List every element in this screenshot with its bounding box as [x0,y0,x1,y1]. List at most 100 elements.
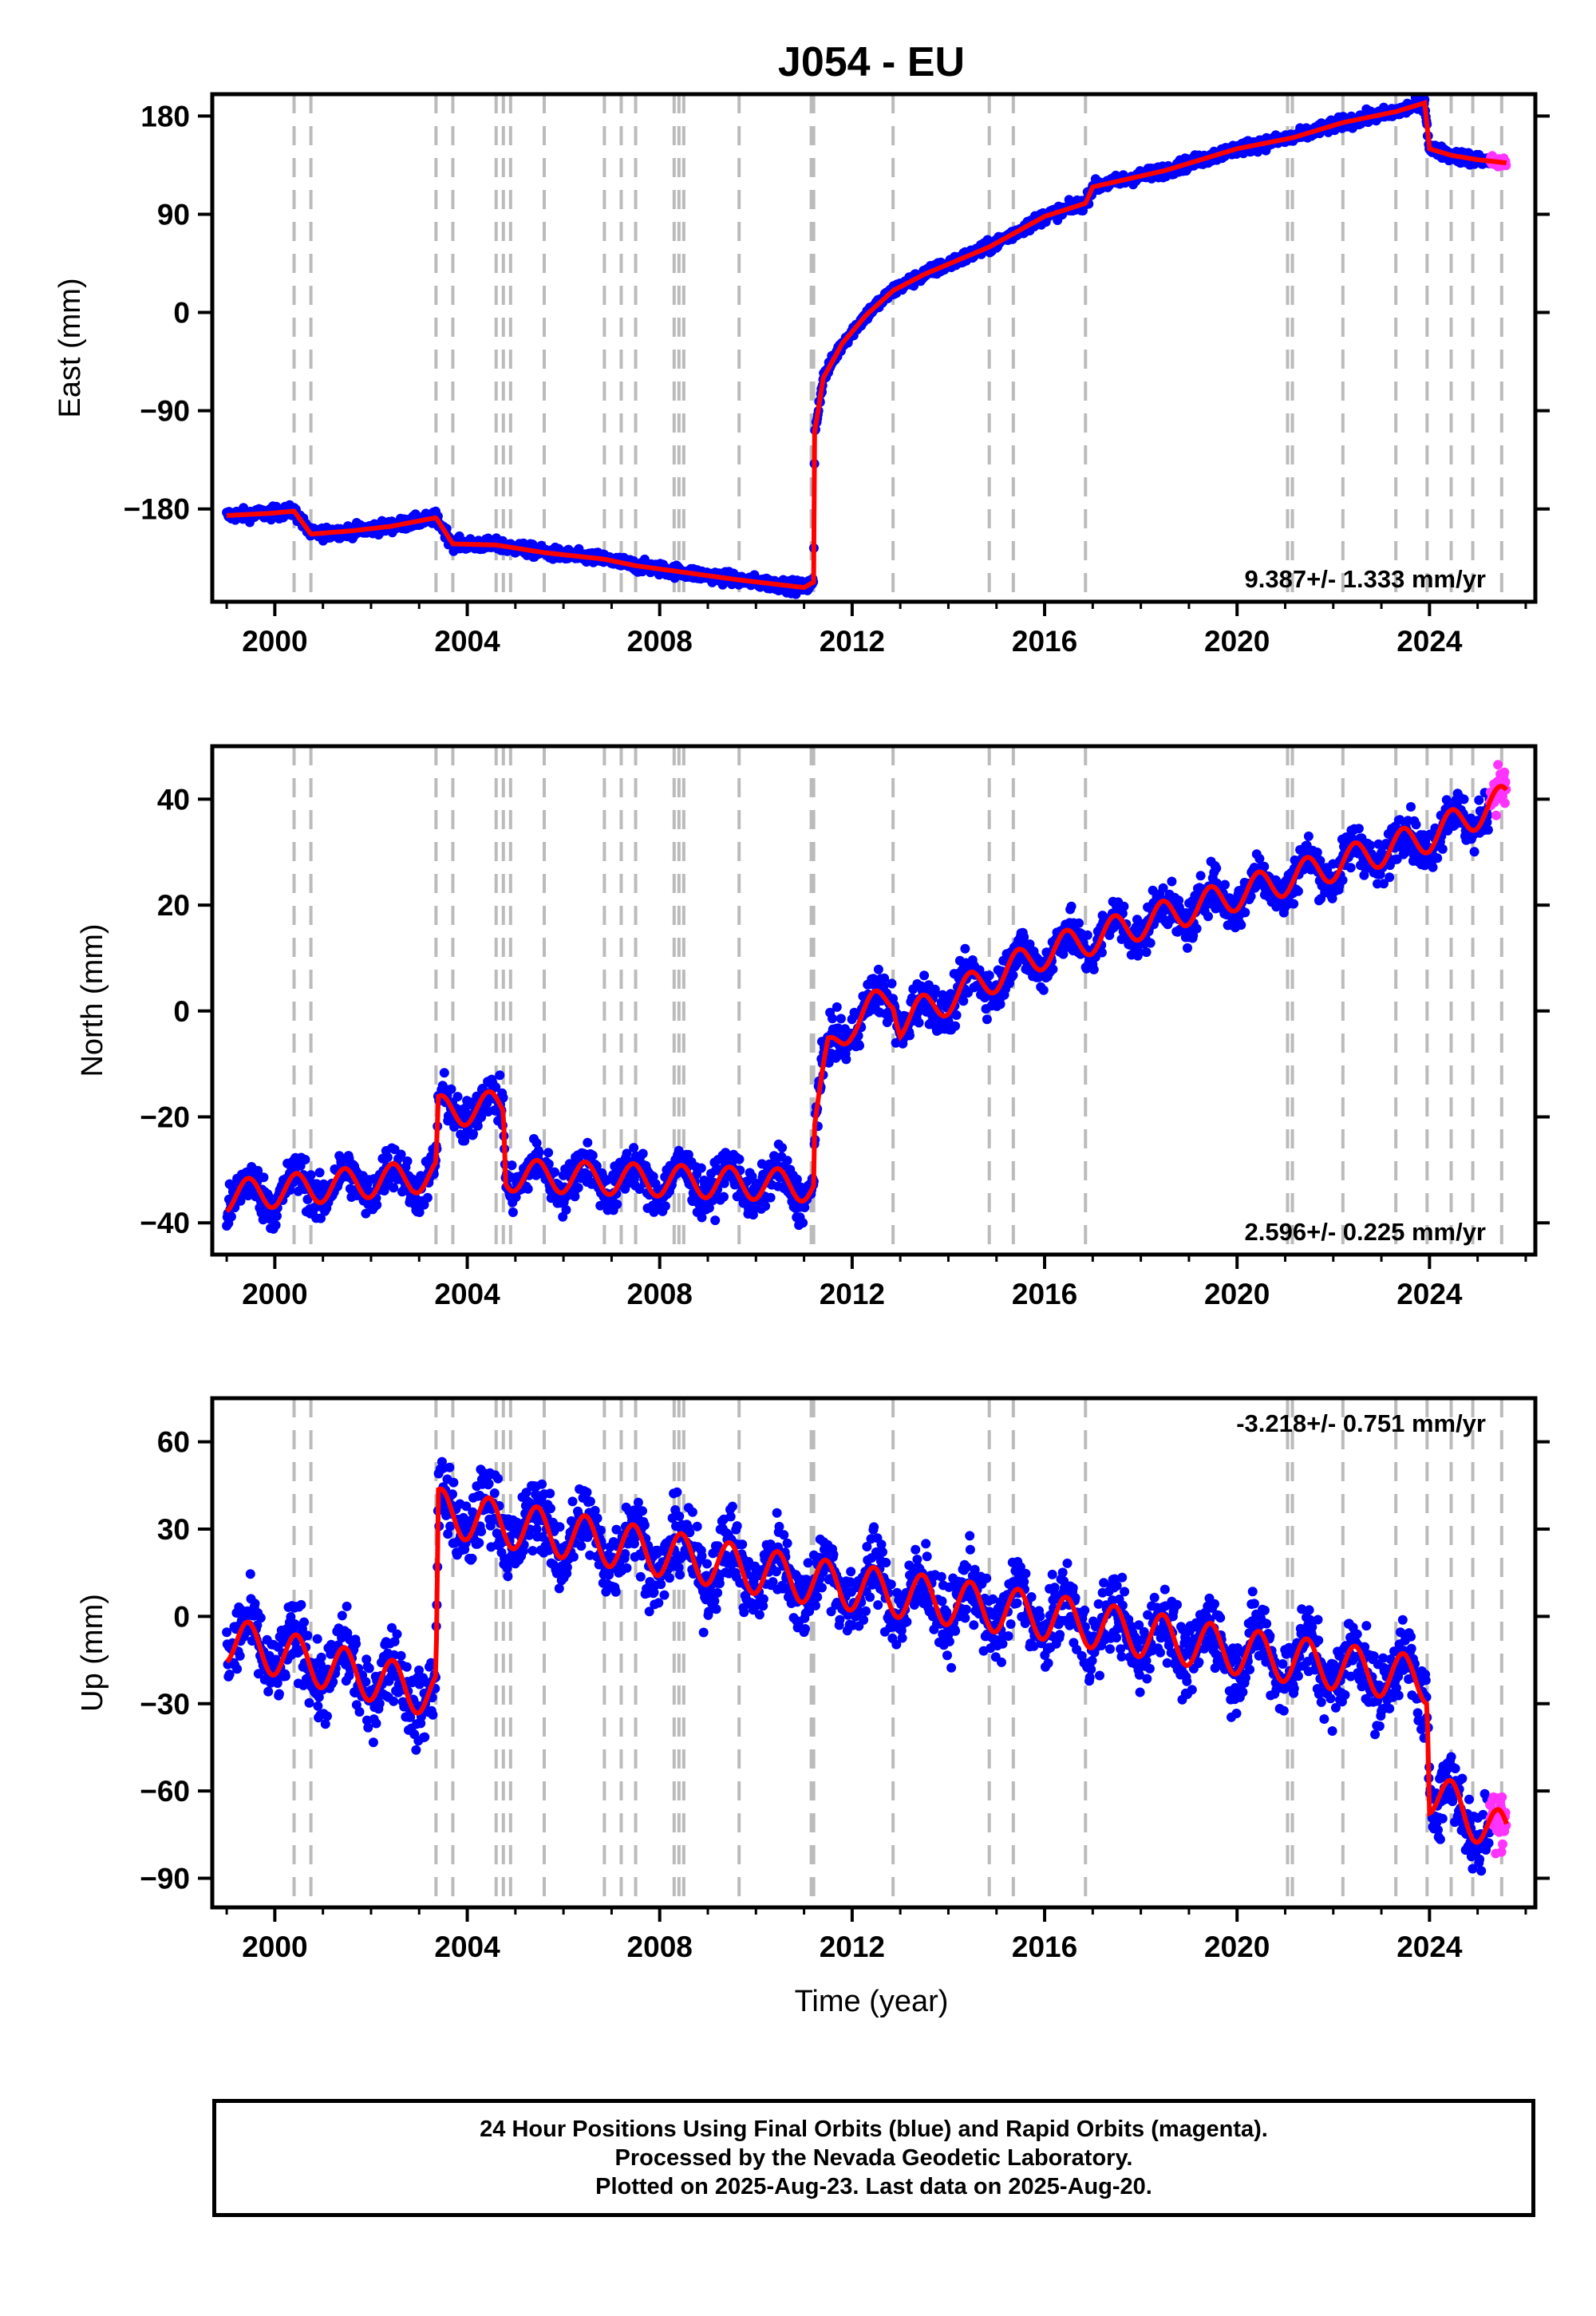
final-orbit-point [534,1148,544,1158]
final-orbit-point [696,1163,706,1173]
final-orbit-point [1312,848,1322,857]
final-orbit-point [232,1664,243,1674]
final-orbit-point [422,1192,433,1203]
final-orbit-point [1203,911,1213,922]
final-orbit-point [491,1082,501,1093]
final-orbit-point [1459,794,1469,804]
y-tick-label: 40 [157,783,190,816]
final-orbit-point [905,1030,915,1041]
final-orbit-point [629,1143,639,1153]
final-orbit-point [1411,820,1421,830]
final-orbit-point [1141,947,1152,958]
y-tick-label: 20 [157,889,190,922]
final-orbit-point [302,1630,313,1641]
final-orbit-point [402,1156,413,1166]
final-orbit-point [401,1662,412,1672]
final-orbit-point [259,1172,269,1183]
final-orbit-point [446,1084,456,1094]
final-orbit-point [382,1152,393,1163]
final-orbit-point [1145,938,1156,948]
final-orbit-point [342,1601,352,1611]
final-orbit-point [1158,883,1168,893]
final-orbit-point [836,1014,846,1024]
final-orbit-point [887,978,897,989]
final-orbit-point [272,1211,282,1221]
final-orbit-point [1259,861,1270,871]
final-orbit-point [1195,871,1206,881]
final-orbit-point [782,1156,792,1166]
rapid-orbit-point [1491,810,1501,820]
final-orbit-point [364,1663,374,1674]
final-orbit-point [612,1199,622,1209]
final-orbit-point [368,1737,378,1748]
final-orbit-point [719,1178,729,1188]
final-orbit-point [573,1183,583,1193]
final-orbit-point [1236,920,1246,930]
final-orbit-point [1211,864,1222,873]
final-orbit-point [274,1689,284,1699]
final-orbit-point [879,973,890,983]
y-axis-label: North (mm) [76,923,109,1077]
final-orbit-point [1167,876,1177,887]
final-orbit-point [476,1112,487,1122]
final-orbit-point [245,1569,255,1579]
x-tick-label: 2024 [1396,1278,1463,1310]
x-tick-label: 2000 [242,625,307,658]
final-orbit-point [710,1215,721,1226]
x-tick-label: 2016 [1012,625,1077,658]
final-orbit-point [1353,824,1364,834]
final-orbit-point [511,1192,521,1202]
x-tick-label: 2008 [627,625,693,658]
x-tick-label: 2012 [820,1278,885,1310]
final-orbit-point [930,984,940,994]
final-orbit-point [982,1014,992,1025]
final-orbit-point [760,1201,771,1211]
final-orbit-point [468,1128,478,1139]
final-orbit-point [371,1718,381,1729]
final-orbit-point [226,1211,236,1222]
final-orbit-point [622,1148,632,1159]
final-orbit-point [389,1183,399,1193]
final-orbit-point [1220,879,1230,890]
final-orbit-point [1088,964,1099,974]
final-orbit-point [396,1650,406,1661]
rate-annotation: 2.596+/- 0.225 mm/yr [1245,1218,1486,1246]
rapid-orbit-point [1499,798,1510,808]
x-tick-label: 2020 [1204,1278,1270,1310]
final-orbit-point [943,1016,954,1026]
final-orbit-point [824,1057,834,1068]
final-orbit-point [1379,879,1389,889]
final-orbit-point [419,1199,429,1210]
final-orbit-point [1385,872,1395,883]
final-orbit-point [1474,795,1484,805]
final-orbit-point [531,1138,542,1148]
final-orbit-point [1406,802,1416,812]
final-orbit-point [550,1167,559,1177]
final-orbit-point [1254,854,1265,864]
final-orbit-point [495,1070,505,1081]
final-orbit-point [914,1018,924,1028]
x-tick-label: 2016 [1012,1278,1077,1310]
final-orbit-point [1469,847,1479,857]
final-orbit-point [765,1192,776,1203]
final-orbit-point [1303,831,1314,841]
final-orbit-point [306,1170,316,1180]
final-orbit-point [1096,947,1107,958]
final-orbit-point [296,1599,306,1610]
x-tick-label: 2024 [1396,625,1463,658]
final-orbit-point [280,1671,290,1682]
final-orbit-point [1132,915,1142,925]
final-orbit-point [389,1696,399,1706]
rapid-orbit-point [1499,767,1510,777]
final-orbit-point [1119,901,1129,911]
final-orbit-point [587,1150,598,1160]
final-orbit-point [1293,886,1303,896]
final-orbit-point [697,1212,707,1223]
final-orbit-point [235,1650,245,1661]
x-tick-label: 2012 [820,625,885,658]
chart-title: J054 - EU [778,39,965,85]
final-orbit-point [314,1168,325,1178]
